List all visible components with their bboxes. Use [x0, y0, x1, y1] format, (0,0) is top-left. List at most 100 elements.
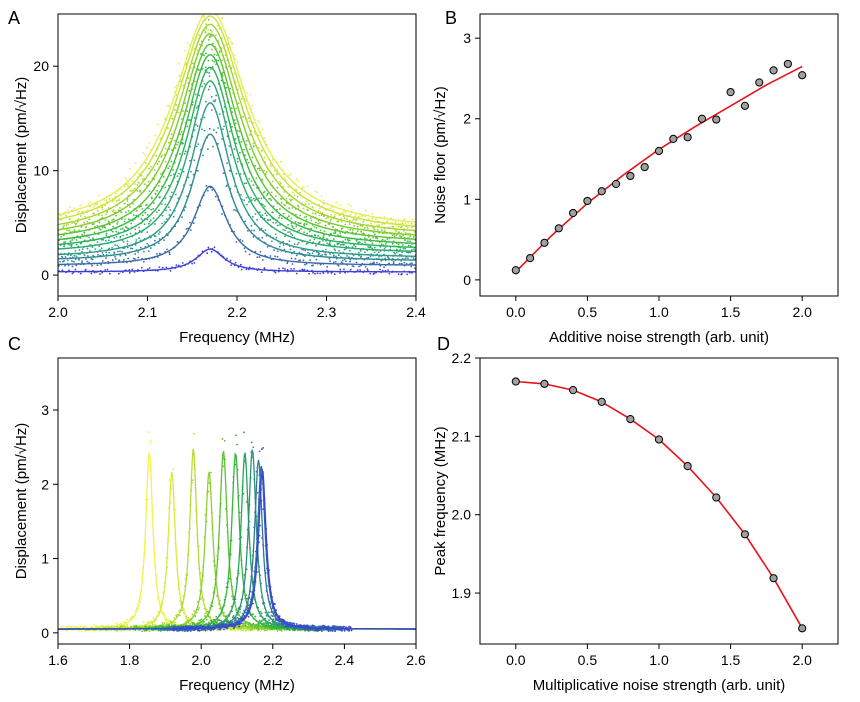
data-point: [134, 258, 136, 260]
data-point: [181, 216, 183, 218]
data-point: [404, 258, 406, 261]
data-point: [90, 272, 93, 275]
data-point: [262, 446, 265, 449]
data-point: [287, 174, 290, 177]
data-point: [360, 230, 363, 233]
data-point: [144, 211, 147, 214]
data-point: [127, 182, 130, 185]
data-point: [307, 202, 310, 205]
y-tick-label: 3: [463, 30, 471, 46]
data-point: [222, 623, 225, 626]
data-point: [250, 196, 252, 199]
data-point: [114, 255, 116, 258]
data-point: [83, 234, 86, 237]
data-point: [404, 247, 406, 250]
data-point: [244, 154, 247, 157]
data-point: [369, 255, 372, 258]
data-point: [101, 208, 104, 211]
data-point: [393, 251, 395, 254]
y-tick-label: 10: [33, 163, 49, 179]
data-point: [410, 242, 413, 245]
data-point: [235, 620, 238, 623]
data-point: [275, 617, 278, 620]
data-point: [206, 12, 208, 14]
data-point: [199, 70, 202, 73]
data-point: [246, 229, 249, 232]
data-point: [339, 204, 342, 207]
data-point: [266, 245, 269, 248]
data-point: [339, 272, 341, 274]
data-point: [92, 212, 95, 215]
data-point: [327, 272, 329, 274]
data-point: [329, 253, 332, 255]
data-point: [305, 262, 308, 265]
data-point: [89, 244, 92, 246]
data-point: [351, 245, 354, 248]
data-point: [65, 224, 68, 227]
data-point: [178, 172, 180, 175]
data-point: [279, 242, 282, 245]
data-point: [311, 206, 314, 209]
data-point: [243, 199, 246, 202]
data-point: [386, 220, 389, 223]
data-point: [155, 211, 158, 214]
data-point: [252, 197, 255, 200]
data-point: [406, 227, 409, 229]
data-point: [150, 219, 152, 222]
data-point: [178, 63, 181, 65]
data-point: [92, 254, 95, 257]
series-line: [58, 102, 416, 257]
data-point: [366, 268, 369, 270]
data-point: [226, 162, 229, 165]
data-point: [85, 258, 87, 261]
data-point: [200, 0, 202, 2]
data-point: [568, 208, 578, 218]
data-point: [305, 200, 308, 203]
data-point: [286, 628, 288, 630]
data-point: [395, 234, 398, 237]
data-point: [193, 47, 196, 50]
data-point: [360, 255, 363, 258]
data-point: [186, 125, 189, 128]
series-line: [58, 15, 416, 227]
data-point: [251, 628, 254, 631]
data-point: [410, 226, 413, 229]
data-point: [92, 206, 95, 208]
data-point: [319, 272, 322, 275]
data-point: [249, 133, 251, 136]
data-point: [222, 110, 225, 113]
data-point: [98, 625, 101, 628]
data-point: [232, 622, 234, 625]
data-point: [276, 250, 279, 253]
data-point: [367, 217, 370, 220]
data-point: [193, 629, 195, 632]
data-point: [71, 215, 74, 218]
data-point: [164, 197, 167, 200]
data-point: [84, 625, 87, 628]
data-point: [242, 492, 245, 495]
data-point: [261, 203, 264, 206]
data-point: [330, 218, 333, 221]
data-point: [312, 264, 314, 267]
data-point: [349, 260, 351, 263]
data-point: [397, 243, 400, 246]
data-point: [243, 431, 246, 434]
data-point: [126, 233, 128, 236]
data-point: [263, 169, 265, 172]
data-point: [233, 119, 236, 121]
data-point: [260, 448, 263, 451]
data-point: [154, 134, 157, 137]
data-point: [107, 220, 110, 222]
data-point: [335, 201, 338, 204]
data-point: [310, 227, 312, 230]
data-point: [122, 625, 125, 628]
data-point: [231, 88, 234, 90]
x-axis-title: Frequency (MHz): [179, 329, 295, 346]
data-point: [168, 629, 171, 632]
data-point: [189, 623, 192, 625]
data-point: [280, 161, 283, 163]
data-point: [156, 625, 159, 627]
data-point: [221, 213, 223, 215]
data-point: [383, 216, 386, 219]
data-point: [116, 629, 119, 632]
